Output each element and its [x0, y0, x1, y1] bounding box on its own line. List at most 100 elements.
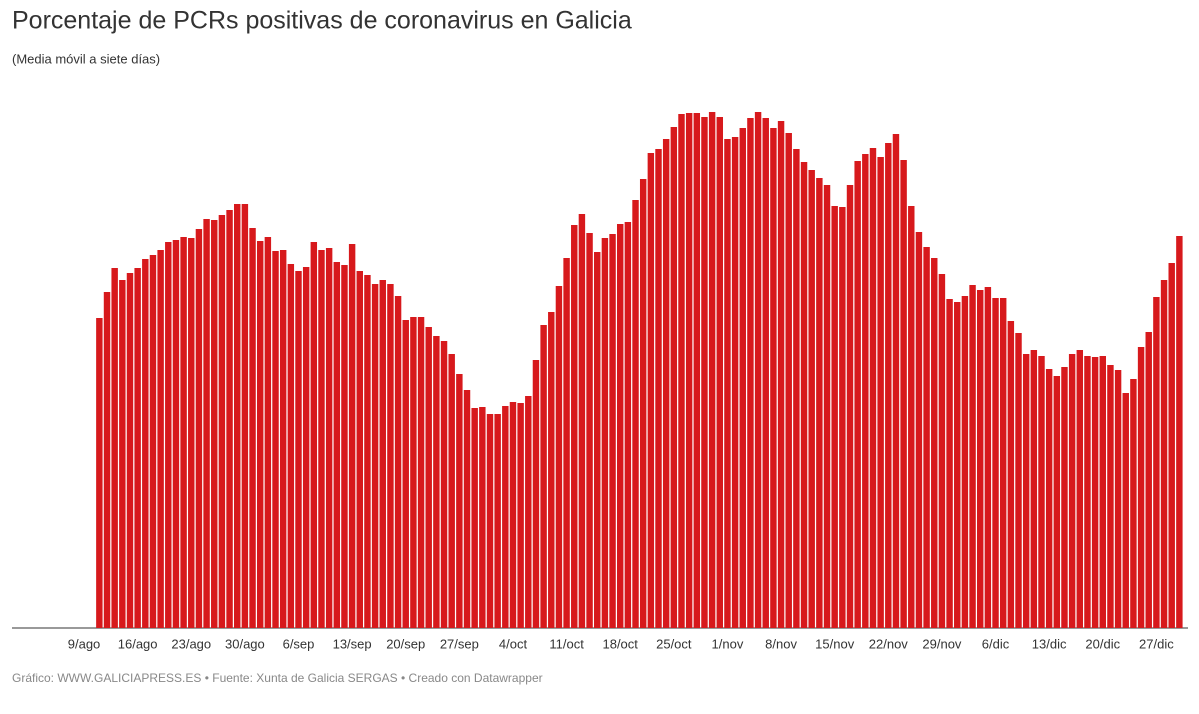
bar — [1145, 332, 1152, 628]
bar — [1176, 236, 1183, 628]
bar — [295, 271, 302, 628]
x-tick-label: 4/oct — [499, 636, 528, 651]
bar — [1153, 297, 1160, 628]
bar — [356, 271, 363, 628]
bar — [1107, 365, 1114, 628]
x-tick-label: 27/dic — [1139, 636, 1174, 651]
bar — [793, 149, 800, 628]
bar — [341, 265, 348, 628]
bar — [433, 336, 440, 628]
bar — [563, 258, 570, 628]
bar — [624, 222, 632, 628]
bar — [823, 185, 831, 628]
bar — [693, 113, 701, 628]
x-tick-label: 6/dic — [982, 636, 1010, 651]
bar — [609, 234, 616, 628]
bar — [999, 298, 1007, 628]
bar — [226, 210, 233, 628]
bar — [517, 403, 524, 628]
bar — [103, 292, 111, 628]
bar — [211, 220, 218, 628]
bar — [892, 134, 900, 628]
bar — [655, 149, 662, 628]
bar — [923, 247, 930, 628]
bar — [977, 290, 984, 628]
bar — [571, 225, 578, 628]
bar — [180, 237, 187, 628]
x-tick-label: 18/oct — [602, 636, 638, 651]
bar — [417, 317, 425, 628]
bar — [279, 250, 287, 628]
bar — [885, 143, 892, 628]
bar — [234, 204, 241, 628]
bar — [157, 250, 164, 628]
bar — [877, 157, 884, 628]
bar — [502, 406, 509, 628]
chart-subtitle: (Media móvil a siete días) — [12, 51, 160, 66]
x-tick-label: 16/ago — [118, 636, 158, 651]
bar — [1137, 347, 1145, 628]
bar — [287, 264, 295, 628]
bar — [869, 148, 877, 628]
bar — [410, 317, 417, 628]
bar — [701, 117, 708, 628]
bar — [218, 215, 226, 628]
x-tick-label: 8/nov — [765, 636, 797, 651]
bar — [854, 161, 861, 628]
x-tick-label: 29/nov — [922, 636, 962, 651]
bar — [440, 341, 448, 628]
bar — [325, 248, 333, 628]
bar — [639, 179, 647, 628]
x-tick-label: 13/dic — [1032, 636, 1067, 651]
bar — [616, 224, 624, 628]
bar — [1114, 370, 1122, 628]
bar — [126, 273, 134, 628]
bar — [846, 185, 854, 628]
bar — [402, 320, 409, 628]
bar — [1168, 263, 1175, 628]
bar — [165, 242, 172, 628]
bar — [594, 252, 601, 628]
bar — [1122, 393, 1129, 628]
bar — [586, 233, 593, 628]
bar — [961, 296, 969, 628]
bar — [256, 241, 264, 628]
bar — [302, 267, 310, 628]
bar — [808, 170, 815, 628]
bar — [800, 162, 808, 628]
bar — [754, 112, 762, 628]
bar — [992, 298, 999, 628]
x-tick-label: 13/sep — [333, 636, 372, 651]
bar — [762, 118, 769, 628]
x-tick-label: 6/sep — [283, 636, 315, 651]
bar — [777, 121, 785, 628]
bar — [333, 262, 341, 628]
bar — [1099, 356, 1106, 628]
x-tick-label: 27/sep — [440, 636, 479, 651]
bar — [900, 160, 907, 628]
bar — [394, 296, 402, 628]
bar — [747, 118, 754, 628]
bar — [241, 204, 249, 628]
chart-title: Porcentaje de PCRs positivas de coronavi… — [12, 7, 632, 35]
bar — [1068, 354, 1076, 628]
bar — [195, 229, 203, 628]
x-tick-label: 15/nov — [815, 636, 855, 651]
bar — [456, 374, 463, 628]
bar — [954, 302, 961, 628]
x-tick-label: 11/oct — [549, 636, 584, 651]
bar — [984, 287, 992, 628]
bar — [471, 408, 478, 628]
bar — [578, 214, 586, 628]
bar — [1007, 321, 1015, 628]
bar — [387, 284, 394, 628]
bar — [1084, 356, 1091, 628]
bar — [555, 286, 563, 628]
bar — [463, 390, 471, 628]
bar — [601, 238, 609, 628]
bar — [831, 206, 838, 628]
bar — [647, 153, 655, 628]
bar — [425, 327, 432, 628]
